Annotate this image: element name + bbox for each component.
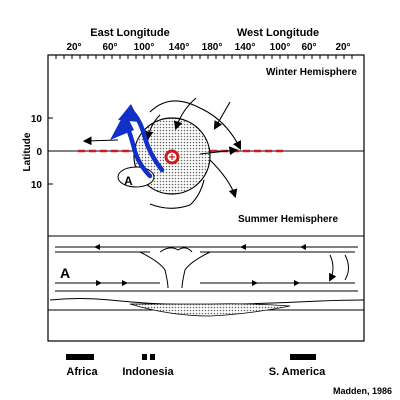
tick-label: 100° xyxy=(134,42,155,53)
lower-marker-label: A xyxy=(60,265,70,281)
surface-shaded-region xyxy=(129,303,291,317)
tick-label: 140° xyxy=(235,42,256,53)
indonesia-bar xyxy=(142,354,147,360)
latitude-axis-label: Latitude xyxy=(22,132,33,171)
tick-label: 20° xyxy=(335,42,350,53)
circulation-arrows xyxy=(82,97,241,209)
walker-circulation-flow xyxy=(55,246,358,292)
tick-label: 140° xyxy=(169,42,190,53)
diagram-frame xyxy=(47,54,365,342)
latitude-tick: 10 xyxy=(31,114,43,125)
south-america-bar xyxy=(290,354,316,360)
tick-label: 60° xyxy=(102,42,117,53)
region-label-south-america: S. America xyxy=(269,366,326,378)
winter-hemisphere-label: Winter Hemisphere xyxy=(266,67,357,78)
indonesia-bar xyxy=(150,354,155,360)
west-longitude-title: West Longitude xyxy=(237,27,319,39)
source-credit: Madden, 1986 xyxy=(333,386,392,396)
blue-arrowheads xyxy=(110,104,140,140)
tick-label: 60° xyxy=(301,42,316,53)
tick-label: 20° xyxy=(66,42,81,53)
tick-label: 180° xyxy=(202,42,223,53)
east-longitude-title: East Longitude xyxy=(90,27,169,39)
latitude-tick: 0 xyxy=(36,147,42,158)
summer-hemisphere-label: Summer Hemisphere xyxy=(238,214,338,225)
region-label-africa: Africa xyxy=(66,366,98,378)
top-tick-marks xyxy=(55,55,353,59)
region-label-indonesia: Indonesia xyxy=(122,366,174,378)
tick-label: 100° xyxy=(270,42,291,53)
flow-arrowheads xyxy=(94,244,306,286)
upper-marker-label: A xyxy=(124,174,133,188)
longitude-tick-labels: 20° 60° 100° 140° 180° 140° 100° 60° 20° xyxy=(66,42,350,53)
africa-bar xyxy=(66,354,94,360)
latitude-tick: 10 xyxy=(31,180,43,191)
